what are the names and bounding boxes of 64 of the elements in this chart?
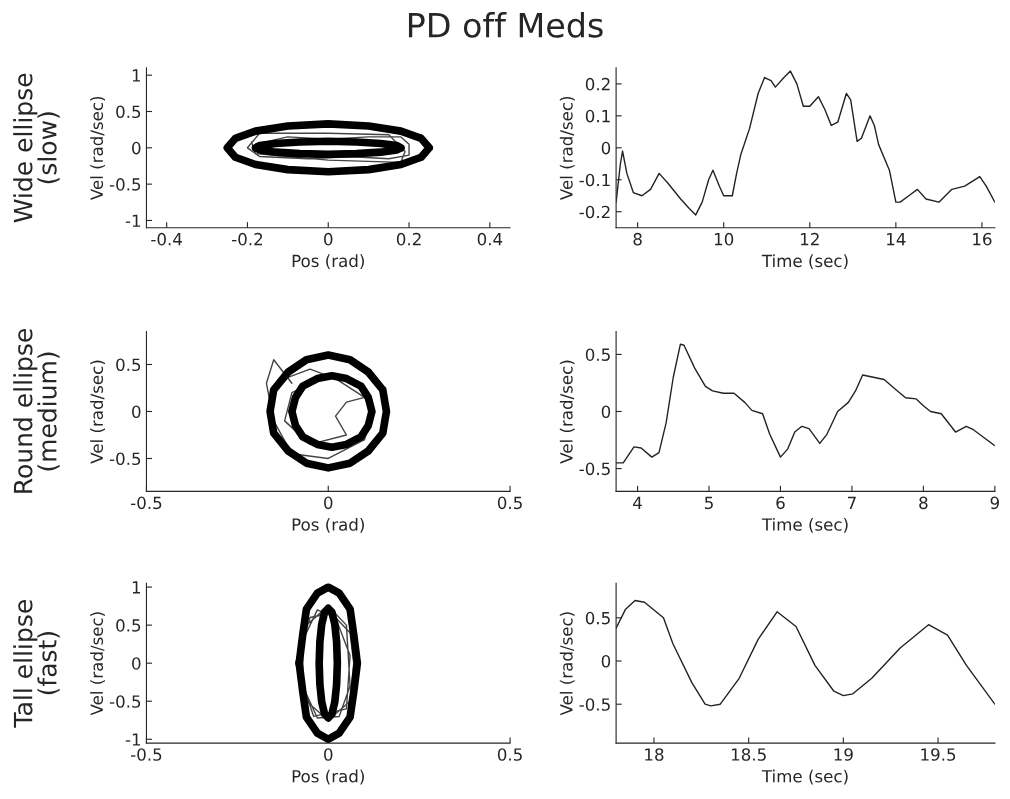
x-tick-label: 18.5 [731, 748, 766, 761]
x-tick-label: 0 [324, 748, 333, 761]
x-axis-title: Time (sec) [761, 769, 848, 785]
x-tick-label: 10 [714, 232, 734, 246]
text: Tall ellipse (fast) [13, 600, 60, 728]
y-axis-title: Vel (rad/sec) [90, 612, 106, 716]
x-tick-label: 19.5 [921, 748, 956, 761]
x-tick-label: 7 [847, 496, 856, 509]
x-axis-title: Pos (rad) [292, 769, 364, 785]
y-tick-label: 0 [132, 657, 141, 670]
y-tick-label: 0.5 [585, 348, 610, 361]
x-tick-label: 0.5 [497, 748, 522, 761]
x-tick-label: 16 [973, 232, 992, 246]
y-axis-title: Vel (rad/sec) [559, 96, 575, 201]
y-tick-label: 0 [132, 141, 141, 155]
y-tick-label: 0 [132, 405, 141, 419]
x-tick-label: 12 [801, 232, 819, 246]
y-tick-label: 0.2 [585, 77, 610, 91]
text: Wide ellipse (slow) [13, 73, 60, 223]
y-tick-label: 1 [132, 69, 141, 82]
x-tick-label: 18 [645, 748, 664, 761]
x-tick-label: 0.5 [497, 496, 522, 510]
x-axis-title: Pos (rad) [292, 517, 364, 533]
y-tick-label: 0 [601, 654, 611, 668]
text: Round ellipse (medium) [13, 329, 60, 493]
y-tick-label: 0.5 [116, 105, 141, 119]
y-tick-label: -1 [125, 214, 141, 227]
y-tick-label: -0.1 [579, 173, 610, 187]
y-tick-label: 0 [601, 405, 611, 419]
y-tick-label: -0.5 [109, 695, 141, 708]
y-tick-label: -0.5 [109, 452, 141, 466]
y-axis-title: Vel (rad/sec) [559, 612, 575, 716]
x-tick-label: 19 [834, 748, 853, 761]
y-tick-label: 0 [601, 141, 611, 155]
x-tick-label: 0 [324, 232, 333, 246]
y-tick-label: 0.5 [116, 619, 141, 632]
y-tick-label: -1 [125, 733, 141, 746]
y-tick-label: 0.1 [585, 109, 610, 123]
x-tick-label: 0 [324, 496, 333, 510]
x-axis-title: Pos (rad) [292, 254, 364, 270]
y-tick-label: 0.5 [116, 358, 141, 372]
x-tick-label: -0.2 [232, 232, 263, 246]
y-tick-label: 1 [132, 581, 141, 594]
y-axis-title: Vel (rad/sec) [559, 360, 575, 464]
x-tick-label: 8 [919, 496, 928, 510]
x-tick-label: 9 [990, 496, 999, 510]
x-tick-label: 8 [633, 232, 642, 246]
x-tick-label: 14 [887, 233, 906, 246]
chart-title: PD off Meds [408, 11, 603, 38]
y-tick-label: -0.5 [579, 698, 610, 711]
x-tick-label: 5 [704, 496, 713, 510]
y-tick-label: -0.5 [579, 462, 610, 476]
y-axis-title: Vel (rad/sec) [90, 96, 106, 201]
x-tick-label: 4 [633, 496, 642, 509]
x-tick-label: -0.4 [151, 232, 182, 246]
x-tick-label: 6 [776, 496, 785, 510]
x-axis-title: Time (sec) [761, 517, 848, 533]
x-axis-title: Time (sec) [761, 254, 848, 270]
y-tick-label: -0.2 [579, 205, 610, 219]
y-tick-label: 0.5 [585, 611, 610, 625]
x-tick-label: 0.2 [396, 232, 421, 246]
x-tick-label: 0.4 [477, 232, 503, 246]
y-tick-label: -0.5 [109, 178, 141, 191]
y-axis-title: Vel (rad/sec) [90, 360, 106, 464]
